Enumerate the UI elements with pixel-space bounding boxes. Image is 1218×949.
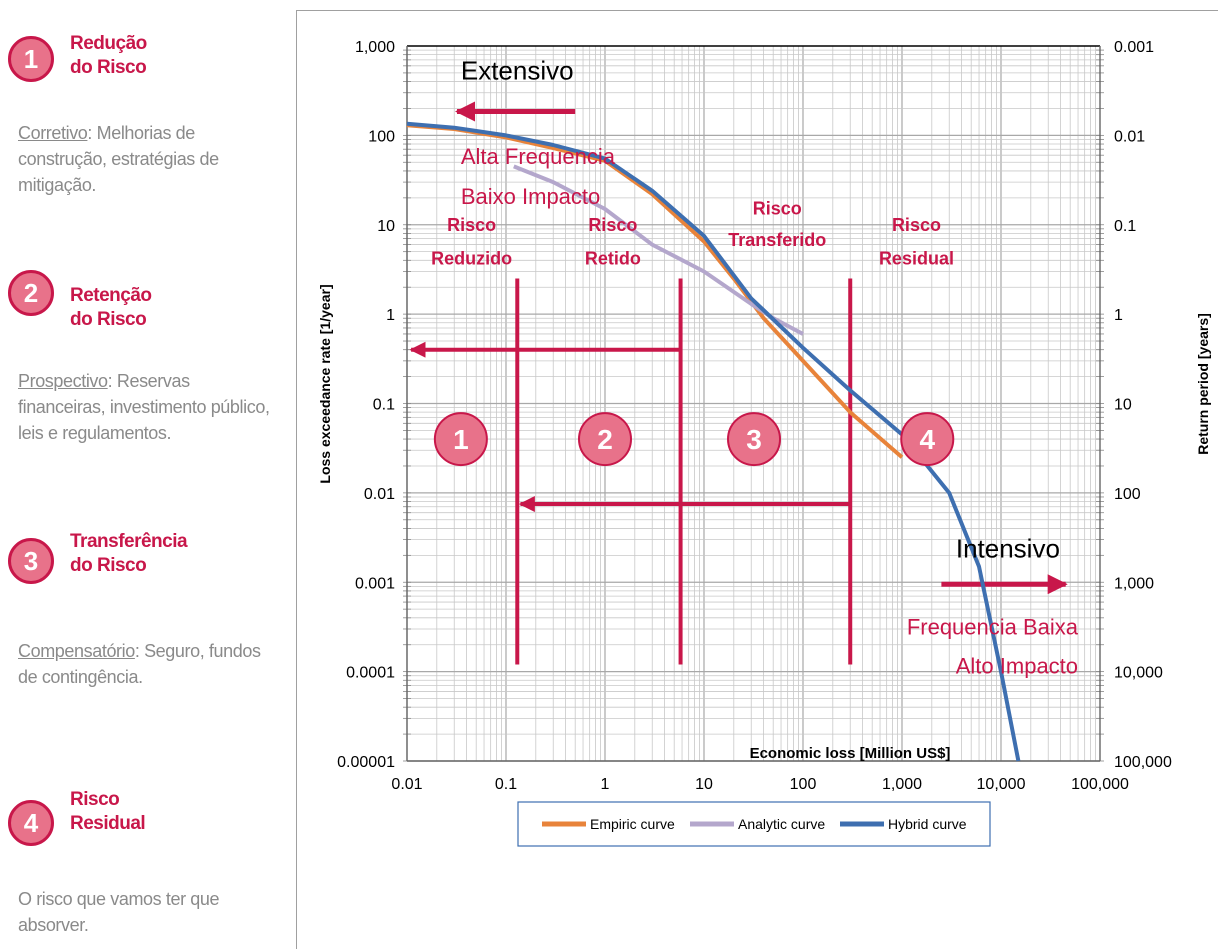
high-frequency-label: Alta Frequencia xyxy=(461,144,616,169)
zone-label-line2: Residual xyxy=(879,248,954,268)
description-lead: Compensatório xyxy=(18,641,135,661)
title-line-1: Risco xyxy=(70,789,120,810)
loss-exceedance-chart: 0.01 0.1 1 10 100 1,000 10,000 100,000 1,000100… xyxy=(317,39,1211,847)
number-badge: 3 xyxy=(8,538,54,584)
legend-label: Empiric curve xyxy=(590,816,675,832)
legend-label: Analytic curve xyxy=(738,816,825,832)
x-axis-label: Economic loss [Million US$] xyxy=(750,745,951,762)
zone-label-line2: Retido xyxy=(585,248,641,268)
number-badge: 2 xyxy=(8,270,54,316)
x-tick-label: 0.01 xyxy=(391,776,422,793)
y-tick-label: 0.001 xyxy=(355,575,395,592)
title-line-2: do Risco xyxy=(70,555,147,576)
y2-tick-label: 0.001 xyxy=(1114,39,1154,56)
intensivo-label: Intensivo xyxy=(956,533,1060,563)
sidebar-item-title: Risco Residual xyxy=(70,788,146,836)
sidebar-item-description: Compensatório: Seguro, fundos de conting… xyxy=(18,638,280,690)
y-tick-labels: 1,000 100 10 1 0.1 0.01 0.001 0.0001 0.00001 xyxy=(337,39,395,771)
title-line-2: do Risco xyxy=(70,309,147,330)
description-lead: Corretivo xyxy=(18,123,88,143)
y2-axis-label: Return period [years] xyxy=(1195,313,1211,455)
y-tick-label: 0.00001 xyxy=(337,754,395,771)
legend-box xyxy=(517,801,991,847)
sidebar-item-title: Transferência do Risco xyxy=(70,530,188,578)
sidebar-item-description: Corretivo: Melhorias de construção, estr… xyxy=(18,120,280,198)
panel-divider xyxy=(296,10,297,949)
zone-number-label: 3 xyxy=(746,424,762,455)
y-tick-label: 1,000 xyxy=(355,39,395,56)
title-line-2: do Risco xyxy=(70,57,147,78)
chart-axes xyxy=(406,45,1101,762)
y2-tick-label: 100 xyxy=(1114,486,1141,503)
low-impact-label: Baixo Impacto xyxy=(461,184,600,209)
y2-tick-label: 10 xyxy=(1114,397,1132,414)
title-line-1: Retenção xyxy=(70,285,152,306)
y2-tick-label: 0.01 xyxy=(1114,128,1145,145)
y-tick-label: 10 xyxy=(377,218,395,235)
zone-number-circle xyxy=(578,412,632,467)
sidebar: 1 Redução do Risco Corretivo: Melhorias … xyxy=(0,0,292,949)
zone-label-line1: Risco xyxy=(753,199,802,219)
description-text: : Seguro, fundos de contingência. xyxy=(18,641,261,687)
title-line-1: Transferência xyxy=(70,531,188,552)
title-line-2: Residual xyxy=(70,813,146,834)
hybrid-curve-line xyxy=(406,121,1021,762)
y2-tick-label: 1 xyxy=(1114,307,1123,324)
zone-number-markers: 1 2 3 4 xyxy=(433,412,955,467)
chart-frame-top xyxy=(296,10,1218,11)
x-tick-label: 100,000 xyxy=(1071,776,1129,793)
sidebar-item-title: Retenção do Risco xyxy=(70,284,152,332)
x-tick-label: 10 xyxy=(695,776,713,793)
zone-number-label: 4 xyxy=(919,424,935,455)
number-badge: 1 xyxy=(8,36,54,82)
x-tick-label: 0.1 xyxy=(495,776,517,793)
zone-label-line2: Reduzido xyxy=(431,248,512,268)
x-tick-label: 10,000 xyxy=(977,776,1026,793)
description-lead: Prospectivo xyxy=(18,371,108,391)
chart-annotations: Risco Reduzido Risco Retido Risco Transferido… xyxy=(431,56,1079,679)
sidebar-item-title: Redução do Risco xyxy=(70,32,147,80)
number-badge: 4 xyxy=(8,800,54,846)
sidebar-item-description: O risco que vamos ter que absorver. xyxy=(18,886,280,938)
y2-tick-label: 1,000 xyxy=(1114,575,1154,592)
zone-number-circle xyxy=(900,412,955,467)
y2-tick-labels: 0.001 0.01 0.1 1 10 100 1,000 10,000 100,000 xyxy=(1114,39,1172,771)
zone-number-label: 2 xyxy=(597,424,613,455)
zone-number-circle xyxy=(727,412,782,467)
title-line-1: Redução xyxy=(70,33,147,54)
sidebar-item-description: Prospectivo: Reservas financeiras, inves… xyxy=(18,368,280,446)
description-text: : Reservas financeiras, investimento púb… xyxy=(18,371,270,443)
zone-number-label: 1 xyxy=(453,424,469,455)
chart-series xyxy=(406,121,1021,762)
extensivo-label: Extensivo xyxy=(461,56,574,86)
risk-zone-overlay xyxy=(409,101,1068,665)
x-tick-label: 1 xyxy=(601,776,610,793)
y-axis-label: Loss exceedance rate [1/year] xyxy=(317,284,333,483)
y-tick-label: 0.0001 xyxy=(346,665,395,682)
y2-tick-label: 100,000 xyxy=(1114,754,1172,771)
y-tick-label: 0.01 xyxy=(364,486,395,503)
high-impact-label: Alto Impacto xyxy=(956,654,1078,679)
chart-legend: Empiric curve Analytic curve Hybrid curve xyxy=(517,801,991,847)
low-frequency-label: Frequencia Baixa xyxy=(907,615,1079,640)
x-tick-labels: 0.01 0.1 1 10 100 1,000 10,000 100,000 xyxy=(391,776,1129,793)
zone-label-line1: Risco xyxy=(588,215,637,235)
x-tick-label: 100 xyxy=(790,776,817,793)
zone-label-line1: Risco xyxy=(892,215,941,235)
y2-tick-label: 0.1 xyxy=(1114,218,1136,235)
y-tick-label: 1 xyxy=(386,307,395,324)
legend-label: Hybrid curve xyxy=(888,816,967,832)
zone-label-line1: Risco xyxy=(447,215,496,235)
description-text: O risco que vamos ter que absorver. xyxy=(18,889,220,935)
x-tick-label: 1,000 xyxy=(882,776,922,793)
zone-label-line2: Transferido xyxy=(728,230,826,250)
y2-tick-label: 10,000 xyxy=(1114,665,1163,682)
y-tick-label: 100 xyxy=(368,128,395,145)
description-text: : Melhorias de construção, estratégias d… xyxy=(18,123,219,195)
zone-number-circle xyxy=(433,412,488,467)
y-tick-label: 0.1 xyxy=(373,397,395,414)
